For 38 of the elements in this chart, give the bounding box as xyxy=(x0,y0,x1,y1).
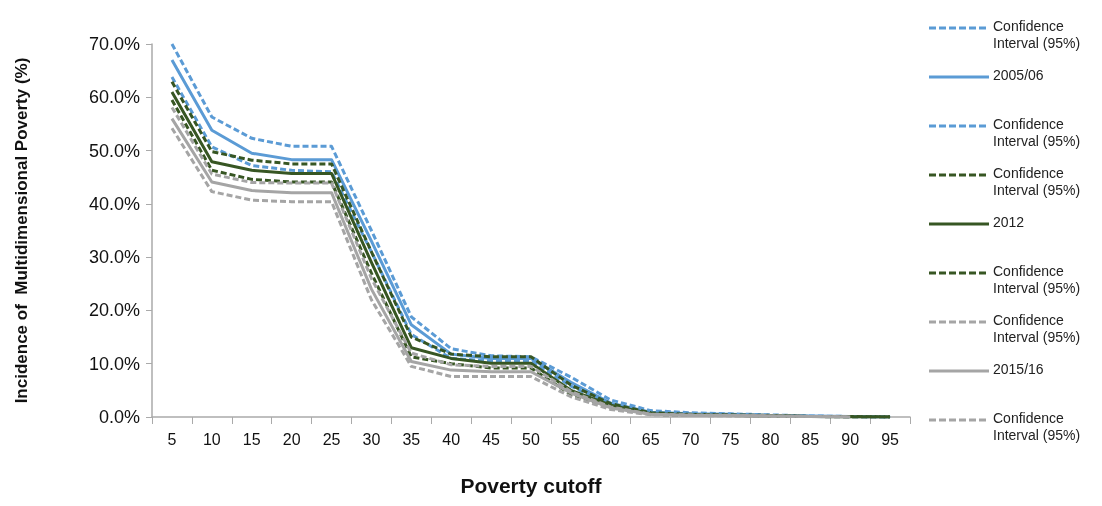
x-tick-label: 30 xyxy=(362,430,381,448)
y-tick-label: 50.0% xyxy=(88,140,140,161)
x-tick-label: 55 xyxy=(562,430,580,448)
legend-label: Confidence Interval (95%) xyxy=(993,312,1082,346)
legend-label: 2012 xyxy=(993,214,1026,231)
x-tick-label: 60 xyxy=(601,430,620,448)
x-tick-label: 80 xyxy=(761,430,780,448)
y-tick-label: 60.0% xyxy=(88,87,140,108)
y-tick-label: 10.0% xyxy=(88,353,140,374)
x-tick-label: 40 xyxy=(442,430,461,448)
x-tick-label: 90 xyxy=(841,430,860,448)
legend-label: Confidence Interval (95%) xyxy=(993,263,1082,297)
x-tick-label: 10 xyxy=(202,430,221,448)
y-tick-label: 20.0% xyxy=(88,300,140,321)
y-tick-label: 0.0% xyxy=(98,407,140,427)
x-tick-label: 95 xyxy=(881,430,900,448)
legend-label: 2015/16 xyxy=(993,361,1045,378)
x-tick-label: 5 xyxy=(167,430,177,448)
legend-label: Confidence Interval (95%) xyxy=(993,410,1082,444)
x-tick-label: 50 xyxy=(522,430,540,448)
x-tick-label: 15 xyxy=(242,430,261,448)
legend-label: Confidence Interval (95%) xyxy=(993,18,1082,52)
y-axis-title: Incidence of Multidimensional Poverty (%) xyxy=(12,57,31,404)
legend-label: Confidence Interval (95%) xyxy=(993,165,1082,199)
y-tick-label: 40.0% xyxy=(88,193,140,214)
y-tick-label: 30.0% xyxy=(88,247,140,268)
x-tick-label: 70 xyxy=(681,430,700,448)
x-tick-label: 85 xyxy=(801,430,820,448)
x-axis-title: Poverty cutoff xyxy=(460,474,603,497)
x-tick-label: 45 xyxy=(482,430,501,448)
legend-label: 2005/06 xyxy=(993,67,1045,84)
x-tick-label: 25 xyxy=(322,430,341,448)
x-tick-label: 20 xyxy=(282,430,301,448)
legend-label: Confidence Interval (95%) xyxy=(993,116,1082,150)
x-tick-label: 75 xyxy=(721,430,740,448)
x-tick-label: 35 xyxy=(402,430,421,448)
y-tick-label: 70.0% xyxy=(88,34,140,54)
x-tick-label: 65 xyxy=(641,430,660,448)
